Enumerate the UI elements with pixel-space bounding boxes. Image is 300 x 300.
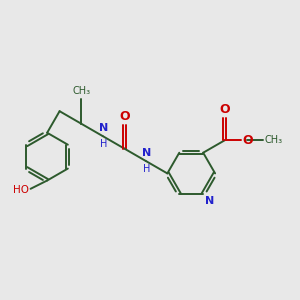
Text: H: H: [143, 164, 150, 174]
Text: N: N: [205, 196, 214, 206]
Text: O: O: [243, 134, 253, 147]
Text: CH₃: CH₃: [72, 86, 90, 96]
Text: H: H: [100, 140, 107, 149]
Text: O: O: [119, 110, 130, 123]
Text: CH₃: CH₃: [264, 135, 282, 145]
Text: N: N: [142, 148, 151, 158]
Text: O: O: [219, 103, 230, 116]
Text: HO: HO: [13, 185, 29, 196]
Text: N: N: [99, 123, 108, 134]
